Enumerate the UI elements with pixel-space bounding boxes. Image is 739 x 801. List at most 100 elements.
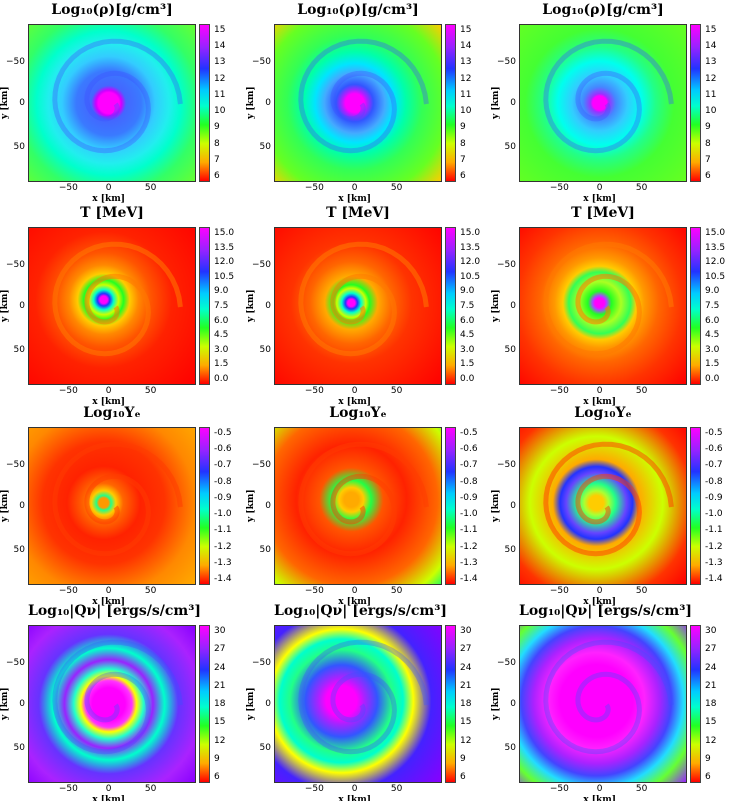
colorbar-tick-label: 10	[214, 106, 226, 117]
colorbar-tick-label: 12.0	[460, 257, 481, 268]
x-tick-label: 0	[596, 183, 603, 193]
colorbar-tick-label: 10	[705, 106, 717, 117]
x-tick-label: −50	[304, 586, 324, 596]
x-tick-label: 0	[596, 386, 603, 396]
swirl-overlay	[52, 441, 183, 557]
colorbar-tick-label: 15.0	[705, 228, 726, 238]
y-axis-label: y [km]	[491, 489, 501, 522]
y-tick-label: −50	[497, 657, 516, 668]
colorbar-tick-label: -1.0	[460, 509, 478, 520]
swirl-overlay	[52, 241, 183, 357]
colorbar-tick-label: 6	[460, 171, 466, 181]
swirl-arm	[52, 441, 183, 557]
field-plot	[28, 24, 196, 182]
colorbar-tick-label: 14	[214, 41, 226, 52]
swirl-overlay	[298, 241, 429, 357]
x-axis-label: x [km]	[583, 597, 617, 607]
swirl-arm	[298, 241, 429, 357]
colorbar-tick-label: 15	[460, 717, 472, 728]
colorbar-tick-label: 12	[460, 735, 472, 746]
x-tick-label: 0	[105, 784, 112, 794]
y-tick-label: 50	[259, 142, 271, 153]
colorbar-tick-label: 6	[705, 772, 711, 782]
colorbar	[690, 427, 701, 585]
y-tick-label: −50	[6, 459, 25, 470]
colorbar-tick-label: 12	[705, 73, 717, 84]
colorbar-tick-label: 3.0	[705, 344, 720, 355]
swirl-overlay	[298, 38, 429, 154]
colorbar-tick-label: -1.4	[214, 574, 232, 584]
colorbar	[690, 227, 701, 385]
x-tick-label: 50	[144, 386, 157, 396]
y-axis-label: y [km]	[246, 489, 256, 522]
x-axis-label: x [km]	[583, 194, 617, 204]
x-tick-label: −50	[549, 586, 569, 596]
panel-r2-c1: Log₁₀Yₑ -0.5 -0.6 -0.7 -0.8 -0.9 -1.0 -1.1 -1.2 -…	[246, 405, 484, 607]
swirl-arm	[543, 38, 674, 154]
colorbar-tick-label: 13.5	[214, 242, 235, 253]
colorbar-tick-label: 14	[705, 41, 717, 52]
colorbar-tick-label: -0.9	[705, 492, 723, 503]
colorbar	[199, 625, 210, 783]
colorbar-tick-label: -0.7	[214, 460, 232, 471]
x-tick-label: −50	[304, 386, 324, 396]
colorbar-tick-label: -0.9	[214, 492, 232, 503]
colorbar-tick-label: 12	[705, 735, 717, 746]
colorbar-tick-label: 7.5	[460, 301, 475, 311]
swirl-overlay	[52, 639, 183, 755]
y-tick-label: 0	[265, 501, 271, 511]
y-axis-label: y [km]	[0, 289, 10, 322]
x-tick-label: −50	[304, 183, 324, 193]
colorbar-tick-label: 8	[705, 138, 711, 149]
colorbar-tick-label: 14	[460, 41, 472, 52]
panel-r1-c0: T [MeV] 15.0 13.5 12.0 10.5 9.0 7.5 6.0 4.5 3.0 1.…	[0, 205, 238, 407]
x-tick-label: −50	[58, 586, 78, 596]
y-axis-label: y [km]	[491, 289, 501, 322]
panel-r3-c1: Log₁₀|Qν| [ergs/s/cm³] 30 27 24 21 18 15 12 9 6 −5…	[246, 603, 484, 801]
y-axis-label: y [km]	[246, 289, 256, 322]
panel-title: Log₁₀Yₑ	[83, 405, 141, 421]
colorbar-tick-label: -1.1	[214, 525, 232, 536]
colorbar-tick-label: 9	[214, 753, 220, 764]
panel-r3-c2: Log₁₀|Qν| [ergs/s/cm³] 30 27 24 21 18 15 12 9 6 −5…	[491, 603, 729, 801]
y-tick-label: 50	[259, 345, 271, 356]
y-tick-label: 50	[259, 545, 271, 556]
colorbar-tick-label: 9.0	[214, 286, 229, 297]
colorbar-tick-label: 0.0	[460, 374, 475, 384]
x-tick-label: −50	[549, 183, 569, 193]
x-tick-label: −50	[549, 784, 569, 794]
colorbar-tick-label: 6.0	[460, 315, 475, 326]
colorbar-tick-label: 6.0	[705, 315, 720, 326]
y-axis-label: y [km]	[491, 86, 501, 119]
x-tick-label: 50	[390, 183, 403, 193]
colorbar-tick-label: -1.2	[460, 541, 478, 552]
colorbar-tick-label: 18	[214, 699, 226, 709]
colorbar-tick-label: 13.5	[705, 242, 726, 253]
colorbar-tick-label: 15.0	[214, 228, 235, 238]
colorbar-tick-label: -0.7	[460, 460, 478, 471]
colorbar-tick-label: 6.0	[214, 315, 229, 326]
y-tick-label: −50	[6, 56, 25, 67]
colorbar	[199, 227, 210, 385]
x-tick-label: 50	[144, 183, 157, 193]
x-tick-label: 0	[351, 586, 358, 596]
colorbar-tick-label: 3.0	[214, 344, 229, 355]
colorbar-tick-label: -1.0	[705, 509, 723, 520]
y-tick-label: 0	[510, 699, 516, 709]
colorbar-tick-label: 13	[460, 57, 472, 68]
colorbar-tick-label: 12.0	[705, 257, 726, 268]
colorbar	[445, 24, 456, 182]
colorbar-tick-label: 6	[214, 171, 220, 181]
colorbar-tick-label: -1.2	[214, 541, 232, 552]
colorbar-tick-label: 10.5	[460, 271, 481, 282]
panel-r2-c2: Log₁₀Yₑ -0.5 -0.6 -0.7 -0.8 -0.9 -1.0 -1.1 -1.2 -…	[491, 405, 729, 607]
y-tick-label: 50	[504, 142, 516, 153]
colorbar	[199, 427, 210, 585]
colorbar-tick-label: 12	[214, 73, 226, 84]
swirl-overlay	[298, 639, 429, 755]
colorbar-tick-label: 10.5	[705, 271, 726, 282]
colorbar-tick-label: 15	[214, 717, 226, 728]
x-tick-label: −50	[58, 386, 78, 396]
x-tick-label: 50	[144, 586, 157, 596]
x-tick-label: 50	[390, 586, 403, 596]
